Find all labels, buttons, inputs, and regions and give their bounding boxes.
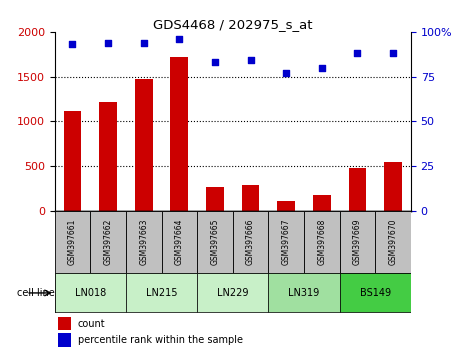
Text: LN229: LN229 — [217, 288, 248, 298]
Bar — [135, 79, 152, 211]
Bar — [197, 211, 233, 273]
Bar — [340, 211, 375, 273]
Bar — [55, 273, 126, 313]
Text: count: count — [78, 319, 105, 329]
Bar — [126, 273, 197, 313]
Bar — [340, 273, 411, 313]
Point — [247, 58, 255, 63]
Text: GSM397664: GSM397664 — [175, 218, 184, 265]
Bar — [268, 273, 340, 313]
Text: BS149: BS149 — [360, 288, 391, 298]
Point — [176, 36, 183, 42]
Bar — [58, 317, 71, 330]
Bar — [58, 333, 71, 347]
Bar — [99, 102, 117, 211]
Text: LN018: LN018 — [75, 288, 106, 298]
Point — [282, 70, 290, 76]
Bar — [55, 211, 90, 273]
Bar — [277, 201, 295, 211]
Text: GSM397667: GSM397667 — [282, 218, 291, 265]
Text: LN319: LN319 — [288, 288, 320, 298]
Text: cell line: cell line — [17, 288, 55, 298]
Text: GSM397665: GSM397665 — [210, 218, 219, 265]
Bar — [313, 195, 331, 211]
Point — [353, 51, 361, 56]
Point — [104, 40, 112, 45]
Text: GSM397669: GSM397669 — [353, 218, 362, 265]
Text: GSM397662: GSM397662 — [104, 218, 113, 265]
Point — [390, 51, 397, 56]
Text: LN215: LN215 — [146, 288, 177, 298]
Title: GDS4468 / 202975_s_at: GDS4468 / 202975_s_at — [153, 18, 313, 31]
Bar — [242, 185, 259, 211]
Bar — [268, 211, 304, 273]
Text: percentile rank within the sample: percentile rank within the sample — [78, 335, 243, 345]
Bar — [162, 211, 197, 273]
Text: GSM397661: GSM397661 — [68, 218, 77, 265]
Bar — [206, 187, 224, 211]
Point — [140, 40, 147, 45]
Bar — [384, 162, 402, 211]
Point — [211, 59, 218, 65]
Bar — [233, 211, 268, 273]
Bar — [304, 211, 340, 273]
Bar — [90, 211, 126, 273]
Point — [318, 65, 326, 70]
Bar — [126, 211, 162, 273]
Bar — [64, 110, 81, 211]
Text: GSM397668: GSM397668 — [317, 218, 326, 265]
Bar — [171, 57, 188, 211]
Bar — [197, 273, 268, 313]
Bar — [349, 168, 366, 211]
Text: GSM397666: GSM397666 — [246, 218, 255, 265]
Text: GSM397670: GSM397670 — [389, 218, 398, 265]
Text: GSM397663: GSM397663 — [139, 218, 148, 265]
Point — [68, 41, 76, 47]
Bar — [375, 211, 411, 273]
